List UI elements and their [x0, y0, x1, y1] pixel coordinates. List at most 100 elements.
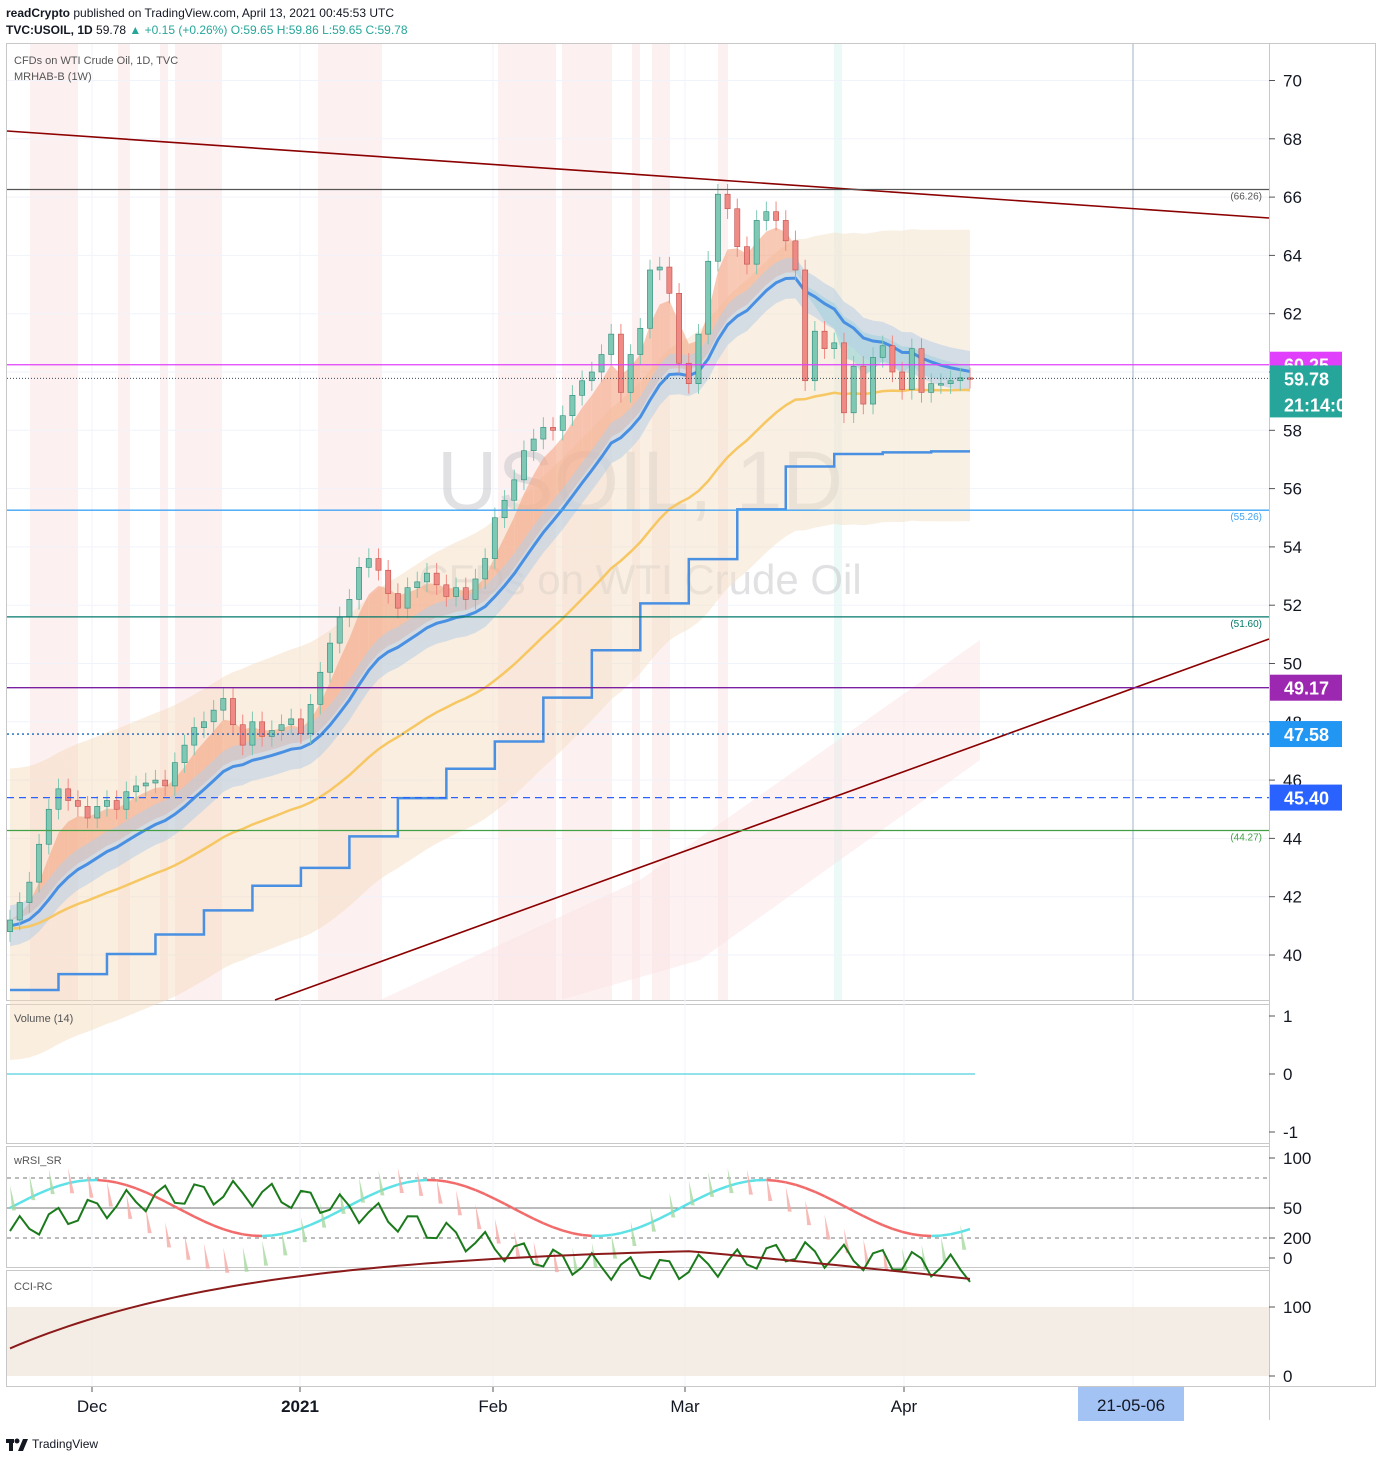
- rsi-line-segment: [193, 1215, 205, 1223]
- rsi-line-segment: [833, 1199, 845, 1208]
- rsi-signal-wedge: [242, 1246, 249, 1272]
- rsi-pane: 100 50 0: [7, 1149, 1311, 1273]
- rsi-line-segment: [242, 1233, 253, 1237]
- candle-body: [84, 806, 91, 819]
- candle-body: [385, 569, 392, 594]
- yellow-ma-line: [9, 388, 971, 931]
- candle-body: [598, 354, 605, 373]
- rsi-line-segment: [562, 1229, 573, 1235]
- candle-body: [104, 800, 110, 807]
- price-change: +0.15 (+0.26%): [144, 23, 228, 37]
- candle-body: [365, 558, 372, 568]
- level-label: (55.26): [1230, 512, 1262, 523]
- rsi-line-segment: [174, 1205, 186, 1213]
- candle-body: [268, 730, 275, 737]
- candle-body: [899, 371, 906, 390]
- rsi-line-segment: [116, 1181, 127, 1187]
- candle-body: [957, 377, 964, 382]
- axis-tick-label: 70: [1283, 72, 1302, 91]
- price-label-box: [1270, 365, 1342, 418]
- candle-body: [142, 782, 149, 787]
- symbol-name[interactable]: TVC:USOIL, 1D: [6, 23, 93, 37]
- publisher-name[interactable]: readCrypto: [6, 6, 71, 20]
- price-label-countdown: 21:14:08: [1284, 395, 1356, 415]
- rsi-signal-wedge: [766, 1176, 773, 1202]
- rsi-signal-wedge: [727, 1168, 734, 1194]
- rsi-line-segment: [455, 1182, 467, 1188]
- tradingview-logo-icon: [6, 1438, 28, 1451]
- rsi-line-segment: [659, 1212, 670, 1220]
- rsi-signal-wedge: [320, 1202, 327, 1228]
- rsi-line-segment: [503, 1202, 515, 1210]
- rsi-signal-wedge: [863, 1239, 870, 1265]
- price-label-text: 59.78: [1284, 369, 1329, 389]
- rsi-line-segment: [290, 1227, 302, 1233]
- publisher-line: readCrypto published on TradingView.com,…: [6, 6, 394, 20]
- axis-tick-label: 62: [1283, 305, 1302, 324]
- candle-body: [26, 881, 33, 903]
- candles[interactable]: [7, 183, 973, 942]
- candle-body: [94, 806, 101, 819]
- candle-body: [724, 193, 731, 210]
- published-text: published on TradingView.com, April 13, …: [73, 6, 395, 20]
- time-tick-label: Apr: [891, 1397, 918, 1416]
- time-tick-label: Dec: [77, 1397, 108, 1416]
- candle-body: [414, 581, 421, 589]
- axis-tick-label: 54: [1283, 538, 1302, 557]
- footer-brand[interactable]: TradingView: [32, 1437, 99, 1451]
- rsi-signal-wedge: [436, 1178, 443, 1204]
- rsi-signal-wedge: [223, 1247, 230, 1273]
- rsi-signal-wedge: [611, 1233, 618, 1259]
- candle-body: [521, 450, 527, 481]
- level-label: (51.60): [1230, 619, 1262, 630]
- candle-body: [540, 427, 547, 440]
- rsi-line-segment: [882, 1223, 893, 1230]
- up-triangle-icon: ▲: [129, 23, 142, 37]
- axis-tick-label: -1: [1283, 1123, 1298, 1142]
- rsi-line-segment: [717, 1185, 729, 1191]
- candle-body: [938, 383, 944, 386]
- rsi-line-segment: [795, 1183, 806, 1190]
- rsi-signal-wedge: [203, 1243, 210, 1269]
- ohlc-values: O:59.65 H:59.86 L:59.65 C:59.78: [230, 23, 408, 37]
- candle-body: [647, 269, 653, 329]
- highlight-strip: [160, 44, 168, 1000]
- rsi-line-segment: [465, 1185, 476, 1192]
- axis-tick-label: 44: [1283, 829, 1302, 848]
- candle-body: [618, 333, 624, 393]
- rsi-line-segment: [348, 1199, 360, 1207]
- rsi-signal-wedge: [456, 1190, 463, 1216]
- rsi-signal-wedge: [824, 1214, 831, 1240]
- candle-body: [36, 843, 42, 883]
- rsi-signal-wedge: [940, 1236, 947, 1262]
- candle-body: [472, 578, 479, 600]
- level-label: (44.27): [1230, 833, 1262, 844]
- candle-body: [307, 704, 314, 734]
- rsi-line-segment: [940, 1232, 951, 1237]
- cci-pane-title: CCI-RC: [14, 1281, 53, 1293]
- rsi-line-segment: [19, 1196, 30, 1205]
- candle-body: [191, 727, 198, 746]
- rsi-line-segment: [697, 1192, 709, 1200]
- rsi-signal-wedge: [262, 1240, 269, 1266]
- rsi-line-segment: [892, 1227, 903, 1234]
- candle-body: [734, 208, 741, 247]
- rsi-line-segment: [232, 1230, 243, 1236]
- rsi-line-segment: [911, 1232, 922, 1237]
- time-tick-label: Mar: [670, 1397, 700, 1416]
- candle-body: [792, 240, 799, 271]
- candle-body: [908, 348, 915, 390]
- rsi-signal-wedge: [300, 1217, 307, 1243]
- axis-tick-label: 50: [1283, 655, 1302, 674]
- rsi-line-segment: [620, 1229, 631, 1235]
- rsi-line-segment: [707, 1188, 719, 1196]
- rsi-line-segment: [678, 1202, 690, 1210]
- horizontal-levels: (66.26) (55.26) (51.60) (44.27): [7, 188, 1269, 844]
- rsi-line-segment: [378, 1186, 389, 1193]
- candle-body: [433, 572, 440, 586]
- cursor-date-box: [1078, 1387, 1184, 1421]
- rsi-line-segment: [446, 1180, 457, 1185]
- candle-body: [346, 599, 353, 618]
- candle-body: [162, 779, 169, 787]
